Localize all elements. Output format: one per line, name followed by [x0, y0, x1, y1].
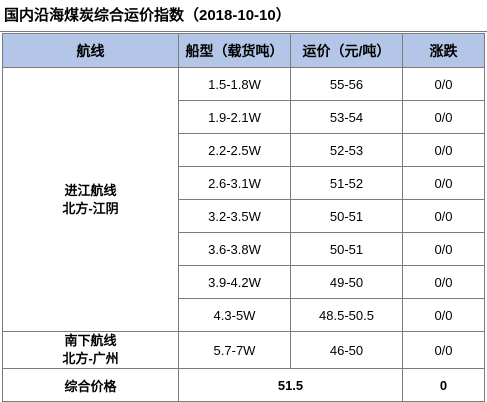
route-cell: 南下航线 北方-广州 — [2, 331, 179, 369]
table-row: 2.6-3.1W 51-52 0/0 — [3, 166, 485, 200]
change-cell: 0/0 — [402, 67, 485, 101]
change-cell: 0/0 — [402, 298, 485, 332]
ship-type-cell: 4.3-5W — [178, 298, 291, 332]
summary-label: 综合价格 — [2, 368, 179, 402]
change-cell: 0/0 — [402, 331, 485, 369]
price-cell: 49-50 — [290, 265, 403, 299]
table-row: 1.9-2.1W 53-54 0/0 — [3, 100, 485, 134]
table-row: 2.2-2.5W 52-53 0/0 — [3, 133, 485, 167]
price-cell: 50-51 — [290, 232, 403, 266]
price-cell: 50-51 — [290, 199, 403, 233]
table-row: 南下航线 北方-广州 5.7-7W 46-50 0/0 — [2, 331, 485, 369]
change-cell: 0/0 — [402, 199, 485, 233]
ship-type-cell: 2.2-2.5W — [178, 133, 291, 167]
header-ship-type: 船型（载货吨） — [178, 33, 291, 68]
ship-type-cell: 3.2-3.5W — [178, 199, 291, 233]
route-detail: 北方-江阴 — [62, 200, 119, 216]
freight-index-table: 航线 船型（载货吨） 运价（元/吨） 涨跌 进江航线 北方-江阴 1.5-1.8… — [2, 33, 485, 402]
table-row: 3.9-4.2W 49-50 0/0 — [3, 265, 485, 299]
route-cell: 进江航线 北方-江阴 — [2, 67, 179, 332]
ship-type-cell: 2.6-3.1W — [178, 166, 291, 200]
summary-row: 综合价格 51.5 0 — [2, 368, 485, 402]
ship-type-cell: 3.6-3.8W — [178, 232, 291, 266]
price-cell: 48.5-50.5 — [290, 298, 403, 332]
price-cell: 51-52 — [290, 166, 403, 200]
summary-value: 51.5 — [178, 368, 403, 402]
ship-type-cell: 5.7-7W — [178, 331, 291, 369]
change-cell: 0/0 — [402, 133, 485, 167]
ship-type-cell: 1.5-1.8W — [178, 67, 291, 101]
table-row: 4.3-5W 48.5-50.5 0/0 — [3, 298, 485, 332]
table-header-row: 航线 船型（载货吨） 运价（元/吨） 涨跌 — [2, 33, 485, 68]
table-row: 3.6-3.8W 50-51 0/0 — [3, 232, 485, 266]
summary-change: 0 — [402, 368, 485, 402]
change-cell: 0/0 — [402, 166, 485, 200]
header-price: 运价（元/吨） — [290, 33, 403, 68]
price-cell: 53-54 — [290, 100, 403, 134]
route-detail: 北方-广州 — [62, 351, 119, 366]
change-cell: 0/0 — [402, 265, 485, 299]
table-row: 进江航线 北方-江阴 1.5-1.8W 55-56 0/0 — [2, 67, 485, 332]
header-route: 航线 — [2, 33, 179, 68]
price-cell: 46-50 — [290, 331, 403, 369]
change-cell: 0/0 — [402, 100, 485, 134]
ship-type-cell: 3.9-4.2W — [178, 265, 291, 299]
route-name: 进江航线 — [64, 182, 117, 198]
table-row: 3.2-3.5W 50-51 0/0 — [3, 199, 485, 233]
change-cell: 0/0 — [402, 232, 485, 266]
ship-type-cell: 1.9-2.1W — [178, 100, 291, 134]
price-cell: 52-53 — [290, 133, 403, 167]
price-cell: 55-56 — [290, 67, 403, 101]
route-name: 南下航线 — [64, 333, 117, 348]
page-title: 国内沿海煤炭综合运价指数（2018-10-10） — [0, 0, 487, 32]
header-change: 涨跌 — [402, 33, 485, 68]
